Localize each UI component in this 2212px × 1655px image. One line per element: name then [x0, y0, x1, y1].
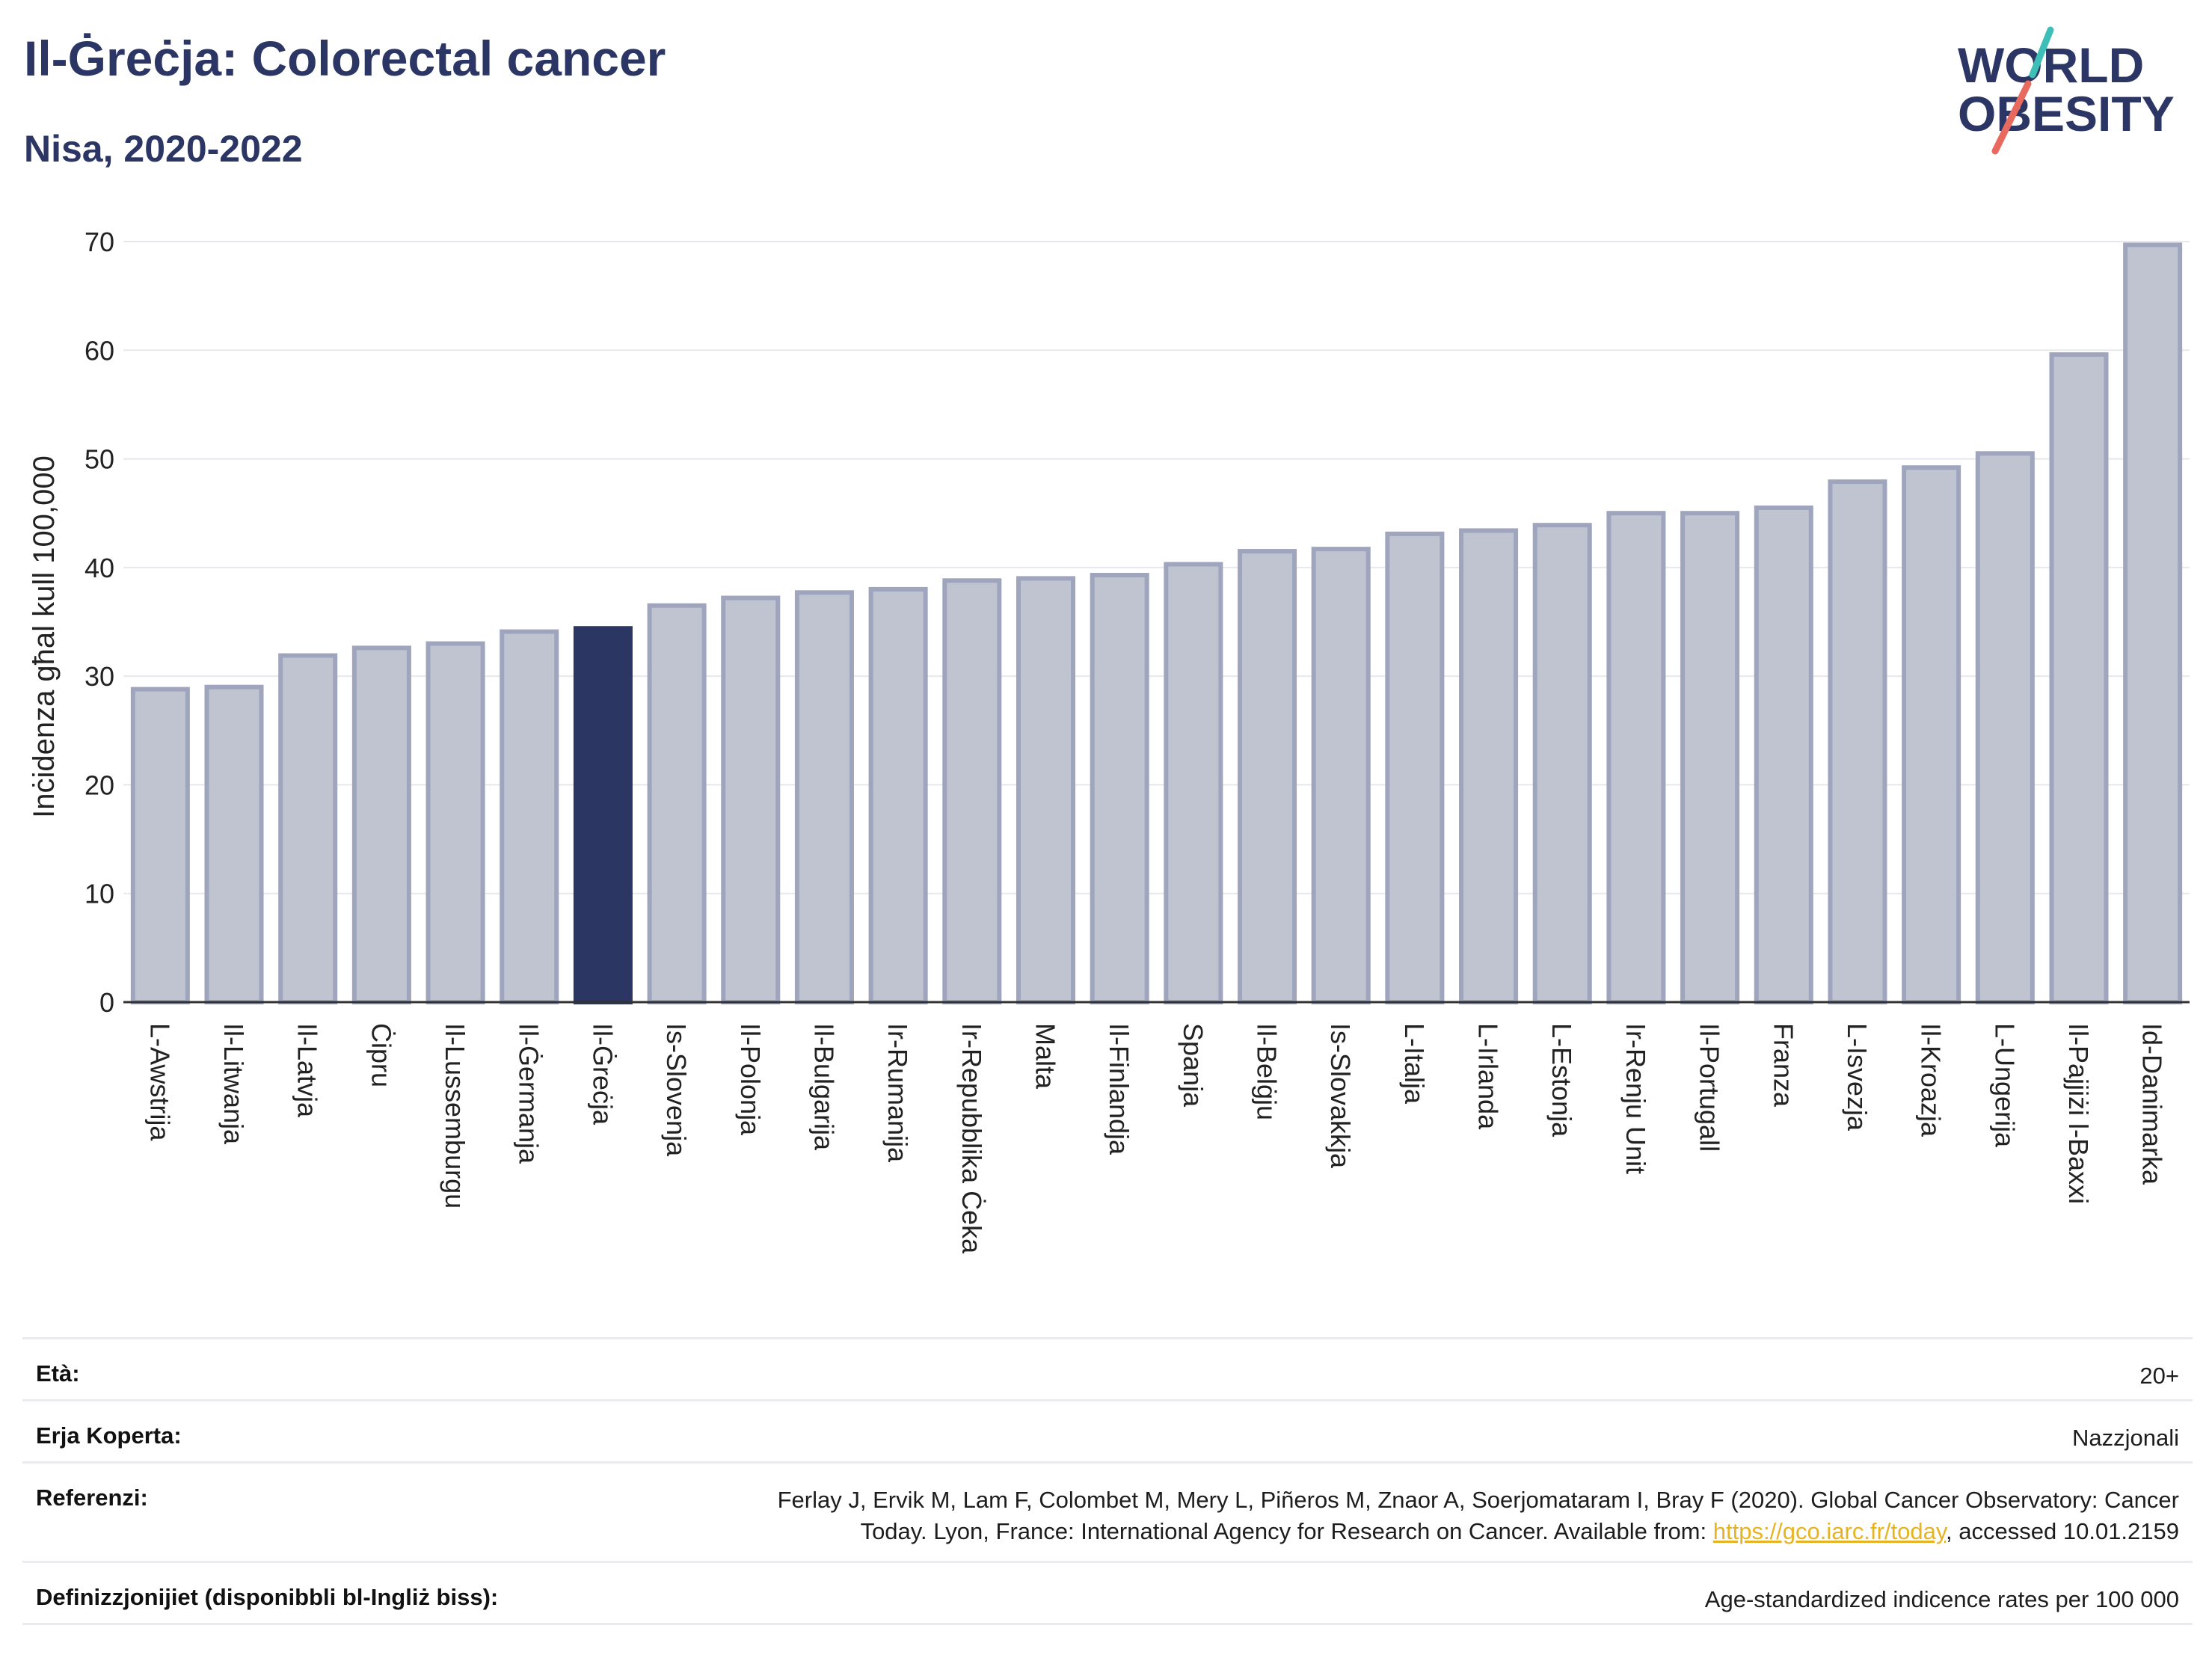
- bar: [647, 603, 707, 1004]
- y-tick-label: 0: [99, 987, 114, 1018]
- x-tick-label: Il-Pajjiżi l-Baxxi: [2063, 1023, 2094, 1204]
- definitions-value: Age-standardized indicence rates per 100…: [1704, 1586, 2179, 1612]
- y-tick-label: 60: [85, 335, 114, 366]
- coverage-value: Nazzjonali: [2071, 1425, 2179, 1451]
- x-tick-label: Il-Ġermanja: [514, 1023, 544, 1164]
- info-table: Età: 20+ Erja Koperta: Nazzjonali Refere…: [22, 1337, 2193, 1625]
- bar: [351, 645, 411, 1005]
- bar: [1902, 465, 1961, 1004]
- bar: [573, 626, 633, 1005]
- coverage-label: Erja Koperta:: [36, 1422, 182, 1449]
- x-tick-label: Ir-Repubblika Ċeka: [956, 1023, 987, 1254]
- x-tick-label: Ir-Renju Unit: [1620, 1023, 1651, 1174]
- x-tick-label: Is-Slovenja: [661, 1023, 692, 1157]
- info-row-coverage: Erja Koperta: Nazzjonali: [22, 1399, 2193, 1461]
- bar: [1828, 479, 1887, 1004]
- references-line-2b: , accessed 10.01.2159: [1946, 1518, 2179, 1544]
- x-tick-label: Il-Ġreċja: [587, 1023, 618, 1126]
- bar: [942, 578, 1002, 1004]
- chart-title: Il-Ġreċja: Colorectal cancer: [24, 31, 666, 86]
- x-tick-label: L-Ungerija: [1989, 1023, 2020, 1148]
- bar: [1975, 451, 2035, 1004]
- y-axis-label: Inċidenza għal kull 100,000: [28, 455, 61, 818]
- bar: [1532, 523, 1592, 1004]
- bar: [204, 684, 264, 1005]
- bar: [130, 687, 190, 1004]
- references-line-2a: Today. Lyon, France: International Agenc…: [860, 1518, 1713, 1544]
- x-tick-label: Il-Belġju: [1252, 1023, 1282, 1120]
- bar: [794, 590, 854, 1004]
- bar-chart: 0 10 20 30 40 50 60 70 L-Awstrija Il-Litwanja Il-…: [28, 227, 2190, 1254]
- bar: [1238, 549, 1297, 1004]
- bar: [1606, 511, 1666, 1004]
- definitions-label: Definizzjonijiet (disponibbli bl-Ingliż …: [36, 1584, 499, 1610]
- world-obesity-logo: WORLD OBESITY: [1958, 26, 2175, 155]
- logo-word-obesity: OBESITY: [1958, 86, 2175, 141]
- y-tick-label: 20: [85, 770, 114, 800]
- x-tick-label: L-Awstrija: [144, 1023, 175, 1141]
- chart-subtitle: Nisa, 2020-2022: [24, 128, 303, 170]
- x-tick-label: Il-Lussemburgu: [440, 1023, 470, 1209]
- y-tick-label: 30: [85, 661, 114, 692]
- x-tick-label: Il-Portugall: [1695, 1023, 1725, 1152]
- bar: [278, 653, 338, 1004]
- x-tick-label: L-Estonja: [1546, 1023, 1577, 1137]
- logo-slash-teal: [2029, 26, 2054, 79]
- bar: [1459, 528, 1519, 1004]
- x-tick-label: Il-Litwanja: [218, 1023, 249, 1145]
- x-tick-label: Spanja: [1178, 1023, 1208, 1108]
- info-row-definitions: Definizzjonijiet (disponibbli bl-Ingliż …: [22, 1561, 2193, 1625]
- logo-word-world: WORLD: [1958, 37, 2144, 93]
- bar: [2049, 352, 2109, 1004]
- x-tick-label: Il-Latvja: [292, 1023, 323, 1118]
- references-line-1: Ferlay J, Ervik M, Lam F, Colombet M, Me…: [777, 1487, 2179, 1513]
- x-axis-ticks: L-Awstrija Il-Litwanja Il-Latvja Ċipru Il-Lu…: [144, 1023, 2167, 1254]
- references-label: Referenzi:: [36, 1484, 148, 1511]
- y-tick-label: 50: [85, 444, 114, 475]
- x-tick-label: Il-Polonja: [735, 1023, 766, 1136]
- info-row-age: Età: 20+: [22, 1337, 2193, 1399]
- logo-slash-coral: [1991, 80, 2032, 155]
- x-tick-label: Il-Finlandja: [1104, 1023, 1134, 1155]
- x-tick-label: Il-Bulgarija: [808, 1023, 839, 1151]
- bar: [500, 629, 559, 1005]
- bar: [2123, 242, 2183, 1004]
- x-tick-label: Il-Kroazja: [1916, 1023, 1947, 1137]
- age-value: 20+: [2139, 1363, 2179, 1389]
- x-tick-label: Malta: [1030, 1023, 1060, 1090]
- bar: [1016, 576, 1075, 1004]
- x-tick-label: L-Isvezja: [1842, 1023, 1872, 1132]
- x-tick-label: L-Italja: [1399, 1023, 1430, 1105]
- x-tick-label: Ċipru: [366, 1023, 396, 1087]
- y-tick-label: 70: [85, 227, 114, 257]
- y-tick-label: 40: [85, 553, 114, 583]
- x-tick-label: Id-Danimarka: [2137, 1023, 2168, 1185]
- bar: [1164, 562, 1223, 1004]
- bar: [1680, 511, 1740, 1004]
- x-tick-label: L-Irlanda: [1473, 1023, 1504, 1130]
- bars: [130, 242, 2183, 1005]
- x-tick-label: Is-Slovakkja: [1325, 1023, 1356, 1169]
- bar: [1090, 573, 1149, 1004]
- y-axis-ticks: 0 10 20 30 40 50 60 70: [85, 227, 114, 1018]
- bar: [721, 595, 781, 1004]
- references-link[interactable]: https://gco.iarc.fr/today: [1712, 1518, 1947, 1544]
- bar: [425, 641, 485, 1004]
- x-tick-label: Franza: [1768, 1023, 1798, 1108]
- bar: [1385, 531, 1445, 1004]
- bar: [1754, 505, 1813, 1004]
- x-tick-label: Ir-Rumanija: [882, 1023, 913, 1163]
- y-tick-label: 10: [85, 879, 114, 909]
- age-label: Età:: [36, 1360, 80, 1387]
- bar: [868, 586, 928, 1004]
- bar: [1311, 547, 1371, 1004]
- references-value: Ferlay J, Ervik M, Lam F, Colombet M, Me…: [36, 1464, 2179, 1547]
- info-row-references: Referenzi: Ferlay J, Ervik M, Lam F, Col…: [22, 1461, 2193, 1561]
